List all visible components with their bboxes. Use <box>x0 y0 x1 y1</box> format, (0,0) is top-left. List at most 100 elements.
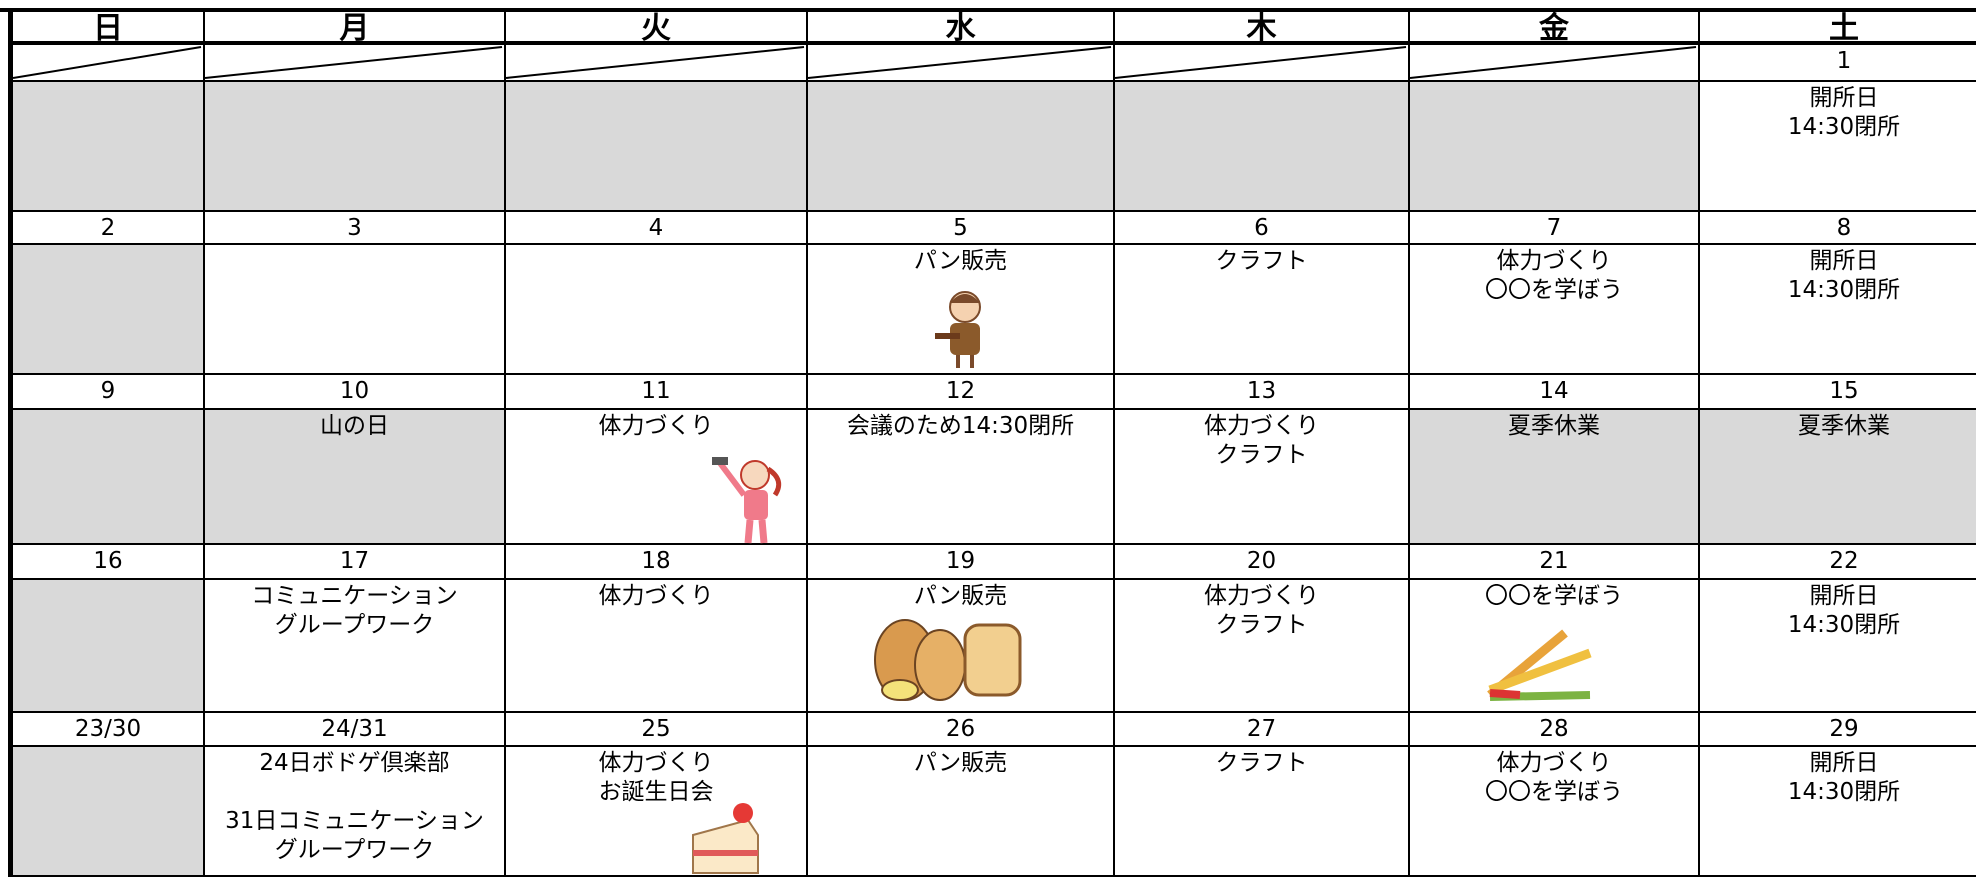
event-text: クラフト <box>1215 248 1308 274</box>
event-group: クラフト <box>1115 749 1408 778</box>
event-cell <box>13 747 205 877</box>
event-text: 体力づくり <box>1204 413 1319 439</box>
event-cell: 体力づくり <box>506 410 808 545</box>
date-cell: 27 <box>1115 713 1410 747</box>
day-header: 月 <box>205 12 506 45</box>
event-text: パン販売 <box>913 248 1008 274</box>
day-header: 水 <box>808 12 1115 45</box>
date-cell <box>1410 45 1700 82</box>
day-header: 土 <box>1700 12 1976 45</box>
event-text: 体力づくり <box>598 413 714 439</box>
event-cell: 開所日 14:30閉所 <box>1700 747 1976 877</box>
event-text: 〇〇を学ぼう <box>1485 583 1623 609</box>
event-group: パン販売 <box>808 582 1113 611</box>
event-cell: 開所日 14:30閉所 <box>1700 82 1976 212</box>
event-text: 開所日 <box>1809 750 1879 776</box>
date-cell <box>1115 45 1410 82</box>
event-text: 24日ボドゲ倶楽部 <box>259 750 450 776</box>
event-cell: パン販売 <box>808 747 1115 877</box>
event-text: グループワーク <box>274 612 435 638</box>
event-cell: クラフト <box>1115 245 1410 375</box>
event-text: お誕生日会 <box>598 779 714 805</box>
event-cell <box>13 580 205 713</box>
event-text: 体力づくり <box>1496 248 1612 274</box>
date-cell <box>205 45 506 82</box>
event-cell <box>506 82 808 212</box>
event-text: 夏季休業 <box>1508 413 1600 439</box>
event-text: 夏季休業 <box>1798 413 1890 439</box>
day-header: 日 <box>13 12 205 45</box>
event-text: 14:30閉所 <box>1787 277 1901 303</box>
day-header: 木 <box>1115 12 1410 45</box>
date-cell: 28 <box>1410 713 1700 747</box>
event-text: 会議のため14:30閉所 <box>846 413 1075 439</box>
event-group: 24日ボドゲ倶楽部 <box>205 749 504 778</box>
event-text: 山の日 <box>320 413 389 439</box>
date-cell: 12 <box>808 375 1115 410</box>
illustration <box>935 291 981 368</box>
date-cell: 5 <box>808 212 1115 245</box>
illustration <box>874 619 1022 701</box>
event-text: クラフト <box>1215 612 1308 638</box>
event-cell: 体力づくりお誕生日会 <box>506 747 808 877</box>
event-cell: 会議のため14:30閉所 <box>808 410 1115 545</box>
event-text: 体力づくり <box>1204 583 1319 609</box>
diagonal <box>808 46 1112 79</box>
date-cell: 26 <box>808 713 1115 747</box>
event-text: 体力づくり <box>598 750 714 776</box>
event-text: 開所日 <box>1809 248 1879 274</box>
event-text: 開所日 <box>1809 583 1879 609</box>
event-text: グループワーク <box>274 837 435 863</box>
event-group: 体力づくり〇〇を学ぼう <box>1410 247 1698 305</box>
left-border <box>8 8 13 877</box>
date-cell: 2 <box>13 212 205 245</box>
event-group: 夏季休業 <box>1700 412 1976 441</box>
event-text: 体力づくり <box>598 583 714 609</box>
date-cell: 13 <box>1115 375 1410 410</box>
event-cell: パン販売 <box>808 245 1115 375</box>
date-cell: 11 <box>506 375 808 410</box>
event-cell: 体力づくり クラフト <box>1115 580 1410 713</box>
event-cell <box>205 82 506 212</box>
event-group: 開所日 14:30閉所 <box>1700 582 1976 640</box>
event-cell <box>1410 82 1700 212</box>
date-cell: 29 <box>1700 713 1976 747</box>
date-cell: 3 <box>205 212 506 245</box>
event-group: 体力づくりお誕生日会 <box>506 749 806 807</box>
event-cell: パン販売 <box>808 580 1115 713</box>
date-cell <box>808 45 1115 82</box>
date-cell: 24/31 <box>205 713 506 747</box>
event-cell: 山の日 <box>205 410 506 545</box>
date-cell: 4 <box>506 212 808 245</box>
event-text: コミュニケーション <box>251 583 458 609</box>
event-group: クラフト <box>1115 247 1408 276</box>
date-cell: 18 <box>506 545 808 580</box>
diagonal <box>506 46 805 79</box>
diagonal <box>1410 46 1697 79</box>
event-cell: クラフト <box>1115 747 1410 877</box>
event-text: 〇〇を学ぼう <box>1485 277 1623 303</box>
event-group: 山の日 <box>205 412 504 441</box>
event-text: クラフト <box>1215 750 1308 776</box>
date-cell: 9 <box>13 375 205 410</box>
event-cell: 夏季休業 <box>1410 410 1700 545</box>
event-text: 31日コミュニケーション <box>225 808 484 834</box>
diagonal <box>1115 46 1407 79</box>
date-cell: 10 <box>205 375 506 410</box>
event-cell <box>205 245 506 375</box>
date-cell: 14 <box>1410 375 1700 410</box>
event-group: 31日コミュニケーション グループワーク <box>205 807 504 865</box>
illustration <box>712 457 782 544</box>
event-group: コミュニケーション グループワーク <box>205 582 504 640</box>
date-cell: 23/30 <box>13 713 205 747</box>
event-cell <box>506 245 808 375</box>
event-group: 体力づくり 〇〇を学ぼう <box>1410 749 1698 807</box>
event-cell <box>1115 82 1410 212</box>
event-group: 会議のため14:30閉所 <box>808 412 1113 441</box>
event-group: パン販売 <box>808 749 1113 778</box>
event-cell: 体力づくり <box>506 580 808 713</box>
date-cell: 19 <box>808 545 1115 580</box>
date-cell: 21 <box>1410 545 1700 580</box>
event-group: 開所日 14:30閉所 <box>1700 247 1976 305</box>
